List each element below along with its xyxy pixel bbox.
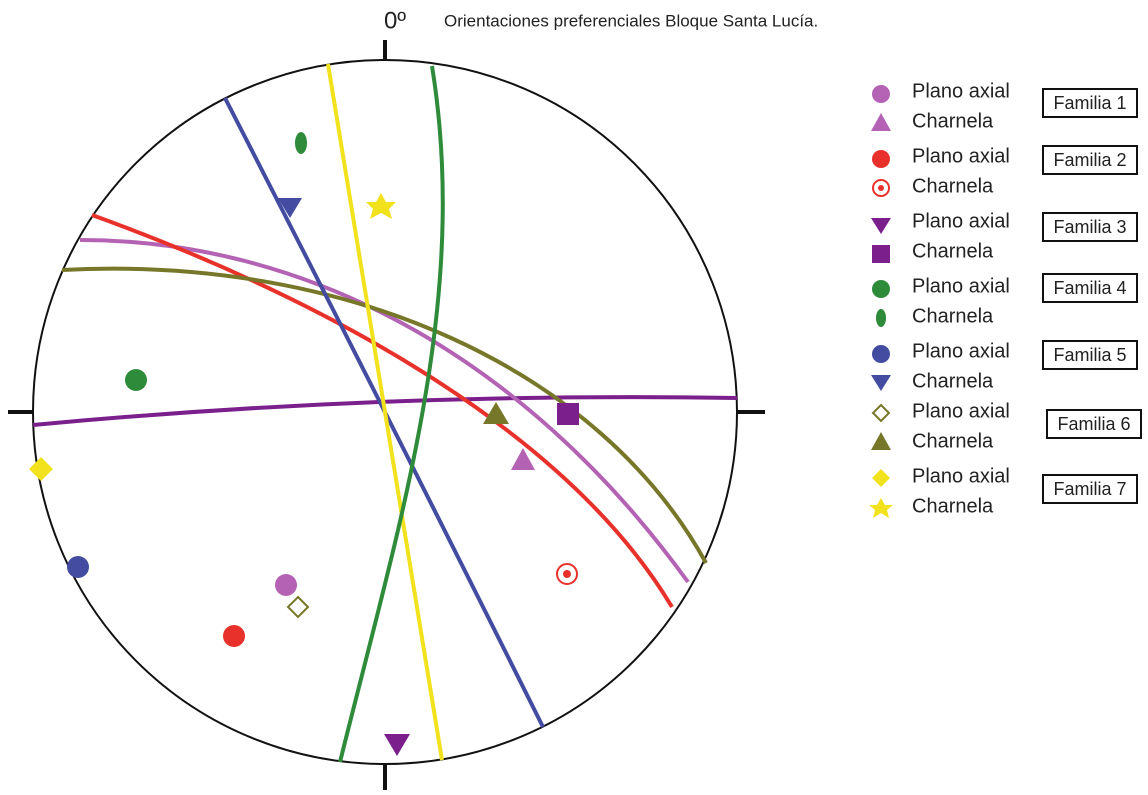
legend <box>869 85 893 518</box>
legend-item-label: Charnela <box>912 305 994 327</box>
family-box <box>1042 273 1138 303</box>
family-box <box>1042 145 1138 175</box>
legend-item-label: Plano axial <box>912 80 1010 102</box>
great-circles <box>32 63 738 763</box>
legend-item-label: Plano axial <box>912 275 1010 297</box>
family-label: Familia 7 <box>1053 479 1126 499</box>
north-label: 0º <box>384 7 406 34</box>
family-label: Familia 2 <box>1053 150 1126 170</box>
family-label: Familia 4 <box>1053 278 1126 298</box>
legend-item-label: Charnela <box>912 430 994 452</box>
legend-item-label: Plano axial <box>912 465 1010 487</box>
legend-text: Plano axial Charnela Familia 1 Plano axial C… <box>912 80 1142 517</box>
legend-item-label: Plano axial <box>912 145 1010 167</box>
family-box <box>1042 88 1138 118</box>
legend-item-label: Charnela <box>912 175 994 197</box>
family-label: Familia 1 <box>1053 93 1126 113</box>
family-label: Familia 6 <box>1057 414 1130 434</box>
ticks <box>8 40 765 790</box>
family-label: Familia 5 <box>1053 345 1126 365</box>
legend-item-label: Plano axial <box>912 400 1010 422</box>
family-box <box>1046 409 1142 439</box>
family-label: Familia 3 <box>1053 217 1126 237</box>
title: Orientaciones preferenciales Bloque Sant… <box>444 11 818 30</box>
poles <box>29 132 579 756</box>
legend-item-label: Charnela <box>912 495 994 517</box>
legend-item-label: Charnela <box>912 370 994 392</box>
legend-item-label: Plano axial <box>912 210 1010 232</box>
family-box <box>1042 212 1138 242</box>
legend-item-label: Charnela <box>912 110 994 132</box>
family-box <box>1042 474 1138 504</box>
family-box <box>1042 340 1138 370</box>
legend-item-label: Charnela <box>912 240 994 262</box>
legend-item-label: Plano axial <box>912 340 1010 362</box>
